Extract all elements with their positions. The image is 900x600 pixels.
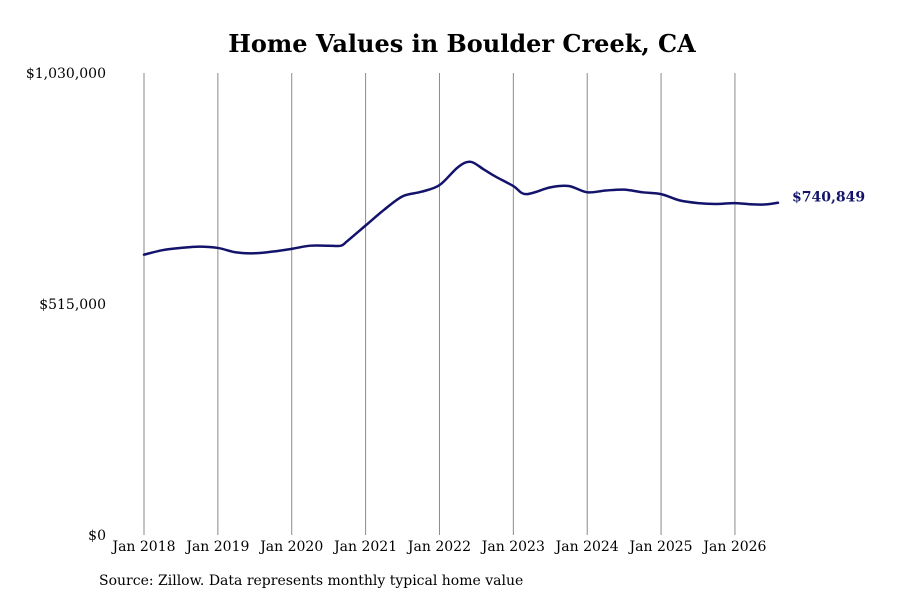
x-axis-labels: Jan 2018 Jan 2019 Jan 2020 Jan 2021 Jan 2022… — [110, 539, 766, 555]
source-note: Source: Zillow. Data represents monthly … — [99, 573, 524, 589]
y-tick-label: $1,030,000 — [26, 66, 106, 82]
chart-title: Home Values in Boulder Creek, CA — [228, 29, 696, 58]
x-tick-label: Jan 2019 — [184, 539, 249, 555]
x-tick-label: Jan 2023 — [480, 539, 545, 555]
series-layer — [142, 160, 780, 256]
y-tick-label: $515,000 — [39, 297, 106, 313]
y-axis-labels: $0 $515,000 $1,030,000 — [26, 66, 106, 544]
x-tick-label: Jan 2021 — [332, 539, 397, 555]
grid-lines — [143, 73, 736, 535]
x-tick-label: Jan 2022 — [406, 539, 471, 555]
end-labels: $740,849 — [792, 190, 865, 206]
x-tick-label: Jan 2024 — [554, 539, 619, 555]
x-tick-label: Jan 2026 — [701, 539, 766, 555]
y-tick-label: $0 — [88, 528, 106, 544]
end-value-label: $740,849 — [792, 190, 865, 206]
x-tick-label: Jan 2025 — [628, 539, 693, 555]
series-line — [142, 160, 780, 256]
x-tick-label: Jan 2018 — [110, 539, 175, 555]
x-tick-label: Jan 2020 — [258, 539, 323, 555]
